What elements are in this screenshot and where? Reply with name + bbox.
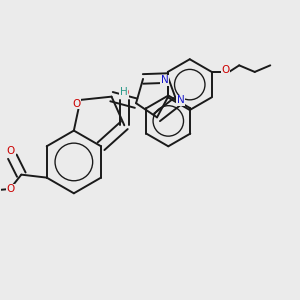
Text: O: O [7,146,15,156]
Text: O: O [6,184,15,194]
Text: N: N [161,75,169,85]
Text: N: N [177,95,184,105]
Text: H: H [120,87,128,97]
Text: O: O [73,98,81,109]
Text: O: O [221,64,229,74]
Text: O: O [120,88,128,98]
